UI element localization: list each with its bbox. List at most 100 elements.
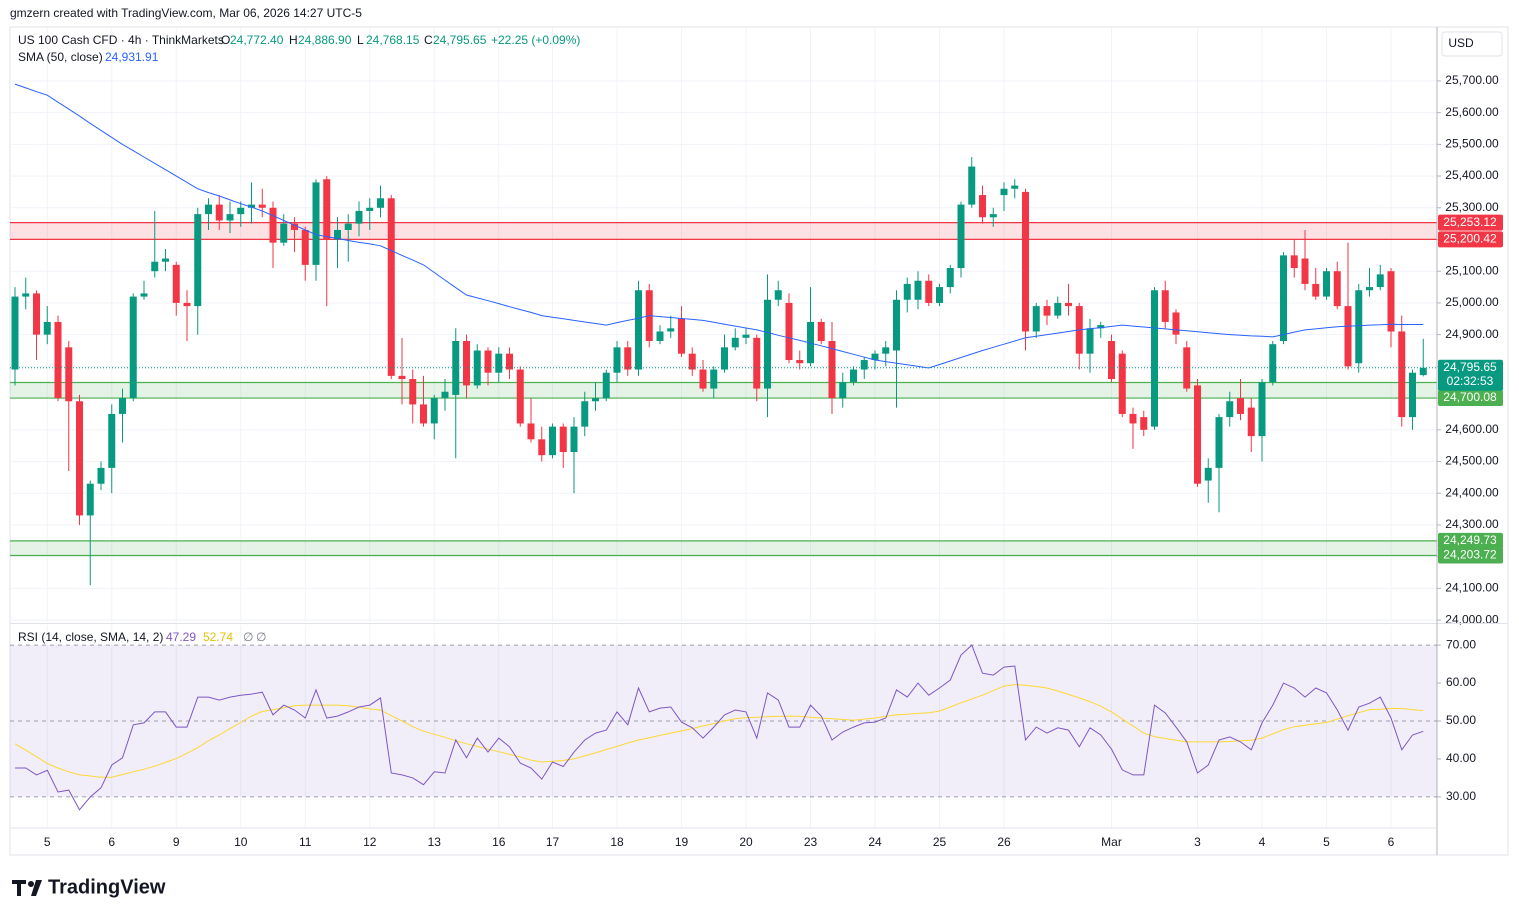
y-tick-label: 24,300.00 [1445,517,1499,531]
candle-body [635,290,642,370]
x-tick-label: 11 [299,835,312,849]
candle-body [291,223,298,230]
candle-body [678,318,685,354]
candle-body [1280,255,1287,341]
candle-body [1323,271,1330,297]
candle-body [1366,287,1373,291]
price-badge [1438,359,1503,391]
candle-body [33,293,40,335]
candle-body [828,340,836,399]
y-tick-label: 25,400.00 [1445,168,1499,182]
y-tick-label: 24,900.00 [1445,327,1499,341]
candle-body [1226,401,1234,418]
candle-body [441,391,449,399]
candle-body [581,401,589,427]
candle-body [387,198,395,376]
candle-body [1344,306,1352,367]
candle-body [710,369,718,389]
ohlc-key: C [424,33,433,47]
header: gmzern created with TradingView.com, Mar… [10,6,362,20]
rsi-tick-label: 30.00 [1446,789,1476,803]
candle-body [97,467,105,484]
candle-body [817,321,825,341]
candle-body [65,347,73,402]
candle-body [1387,271,1395,332]
candle-body [656,331,664,341]
price-badge-label: 25,253.12 [1443,215,1497,229]
candle-body [688,353,696,370]
candle-body [398,375,406,380]
rsi-extra: ∅ [256,630,266,644]
candle-body [108,413,116,468]
rsi-tick-label: 50.00 [1446,713,1476,727]
x-tick-label: 23 [804,835,818,849]
candle-body [183,302,191,307]
candle-body [463,340,470,386]
candle-body [1054,302,1062,316]
candle-body [473,350,481,386]
candle-body [1301,258,1309,284]
candle-body [785,302,793,361]
candle-body [613,347,621,373]
candle-body [1032,306,1040,332]
price-badge-label: 24,795.65 [1443,360,1497,374]
candle-body [420,404,427,424]
x-tick-label: 3 [1194,835,1201,849]
candle-body [527,423,535,440]
rsi-sma-line [14,684,1424,778]
x-tick-label: 10 [234,835,248,849]
x-tick-label: 26 [997,835,1011,849]
candle-body [742,334,750,338]
candle-body [1022,191,1029,332]
candle-body [893,299,900,351]
candle-body [979,195,986,218]
y-tick-label: 24,400.00 [1445,485,1499,499]
candle-body [753,337,761,389]
zone [10,540,1437,556]
candle-body [172,264,180,303]
symbol: US 100 Cash CFD · 4h · ThinkMarkets [18,33,224,47]
rsi-value: 47.29 [166,630,196,644]
candle-body [1161,290,1169,322]
y-tick-label: 25,700.00 [1445,73,1499,87]
candle-body [226,214,234,221]
candle-body [312,182,320,265]
candle-body [592,398,599,402]
x-tick-label: 5 [1323,835,1330,849]
candle-body [344,223,352,230]
candle-body [946,268,954,288]
candle-body [237,207,245,215]
candle-body [1409,372,1416,418]
candle-body [764,299,771,389]
rsi-sma-value: 52.74 [203,630,233,644]
x-tick-label: 24 [868,835,882,849]
candle-body [269,207,277,243]
candle-body [624,347,632,370]
x-tick-label: 12 [363,835,377,849]
y-tick-label: 25,000.00 [1445,295,1499,309]
candle-body [1140,417,1148,430]
candle-body [1172,312,1180,335]
candle-body [430,398,438,424]
price-badge [1438,214,1503,231]
candle-body [882,347,890,354]
price-badge [1438,532,1503,549]
candle-body [1290,255,1298,269]
candle-body [559,426,567,452]
candle-body [1194,385,1201,484]
logo: TradingView [48,876,166,898]
candle-body [22,293,30,297]
candle-body [1247,407,1255,437]
candle-body [1204,467,1212,481]
rsi-tick-label: 60.00 [1446,675,1476,689]
candle-body [215,204,223,221]
candle-body [377,198,384,208]
x-tick-label: 6 [1388,835,1395,849]
candle-body [1086,328,1094,354]
candle-body [258,204,266,208]
candle-body [1108,340,1115,380]
rsi-tick-label: 70.00 [1446,637,1476,651]
ohlc-value: 24,768.15 [366,33,420,47]
candle-body [1118,353,1126,414]
